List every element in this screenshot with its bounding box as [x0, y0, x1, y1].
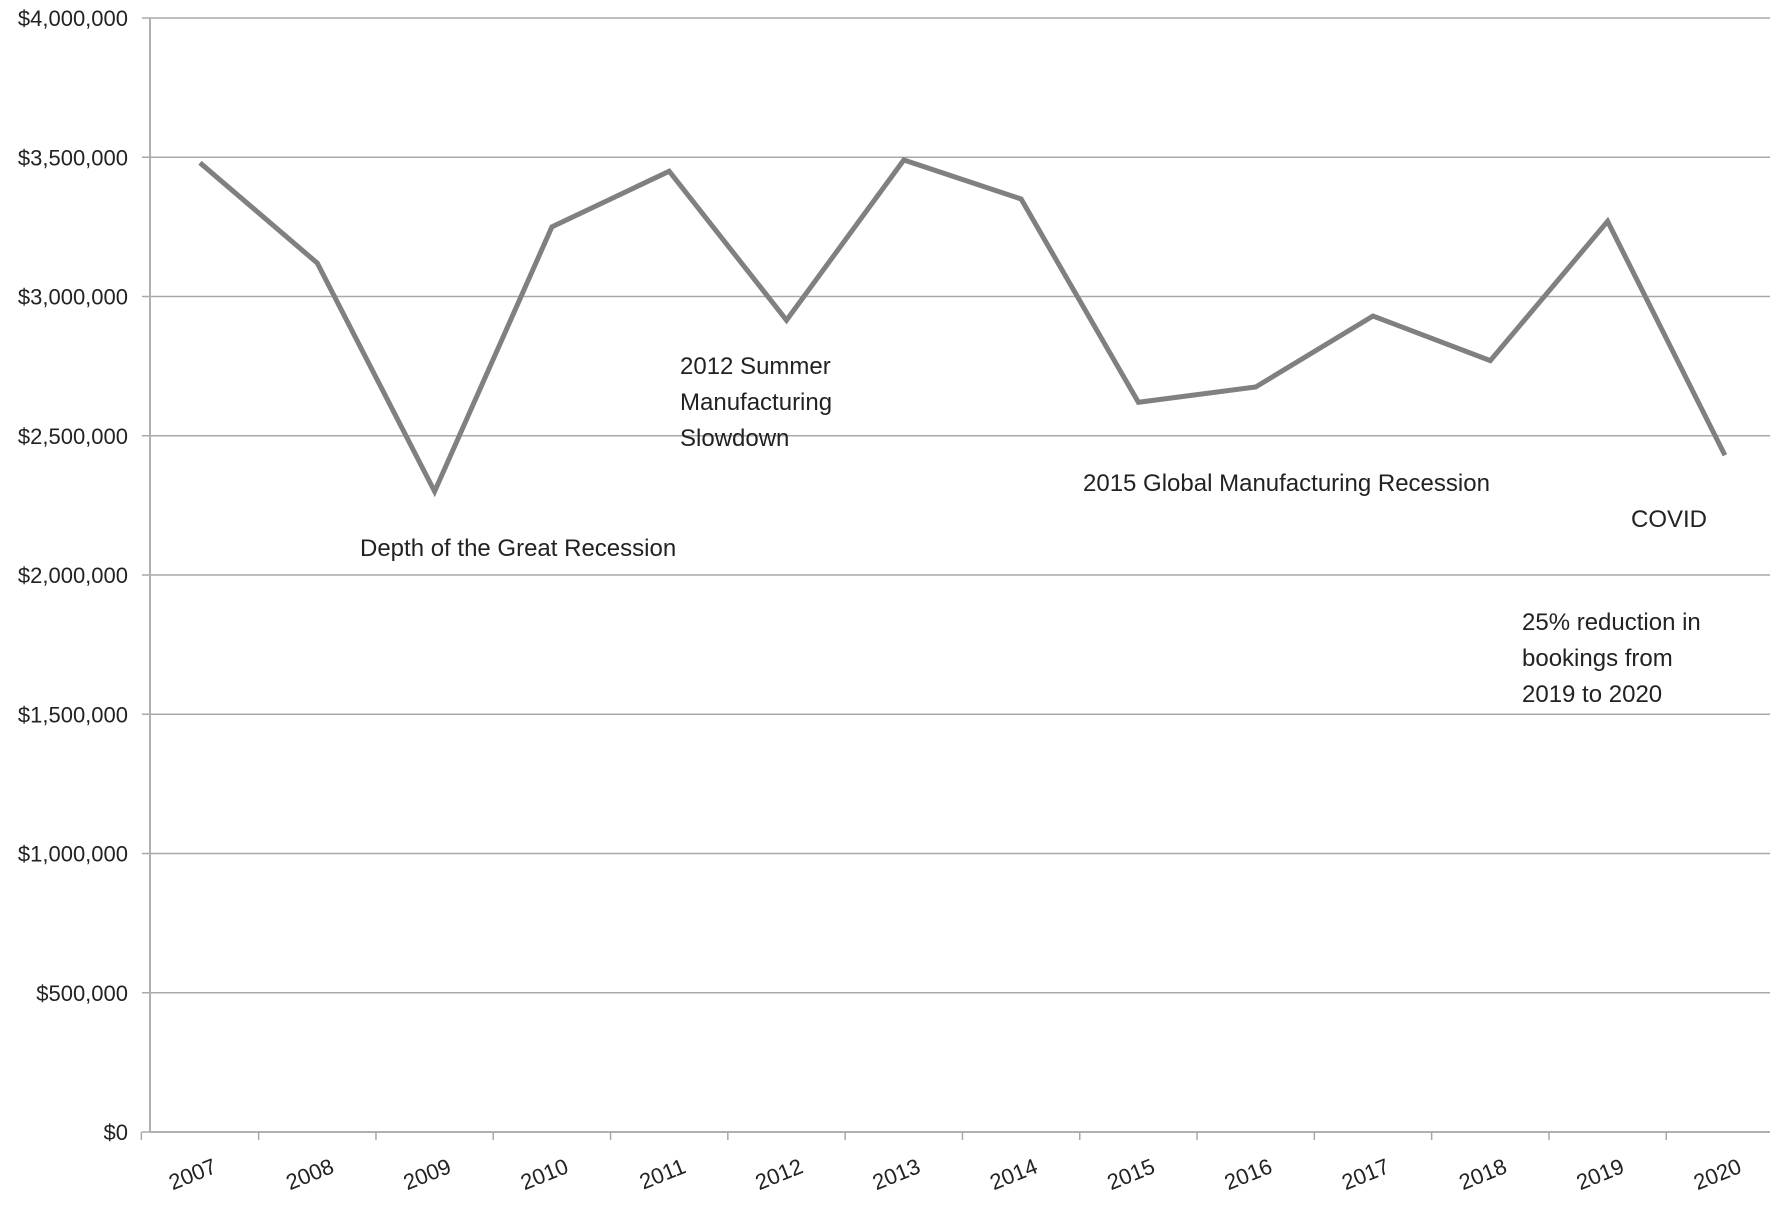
y-tick-label: $2,500,000 [18, 424, 128, 449]
x-axis-tick-labels: 2007 2008 2009 2010 2011 2012 2013 2014 2015 2016… [140, 1132, 1745, 1195]
x-tick-label: 2020 [1690, 1153, 1745, 1195]
annotation-line: bookings from [1522, 645, 1673, 672]
x-tick-label: 2015 [1104, 1153, 1159, 1195]
annotation-covid: COVID [1631, 506, 1707, 533]
y-tick-label: $1,000,000 [18, 842, 128, 867]
x-tick-label: 2016 [1221, 1153, 1276, 1195]
annotation-summer-2012: 2012 Summer Manufacturing Slowdown [680, 353, 832, 452]
x-tick-label: 2009 [400, 1153, 455, 1195]
x-tick-label: 2010 [517, 1153, 572, 1195]
annotation-line: COVID [1631, 506, 1707, 533]
annotation-line: Depth of the Great Recession [360, 535, 676, 562]
series-line-group [198, 157, 1728, 498]
gridlines [142, 17, 1770, 1133]
annotation-global-2015: 2015 Global Manufacturing Recession [1083, 470, 1490, 497]
y-tick-label: $3,500,000 [18, 145, 128, 170]
x-tick-label: 2011 [636, 1153, 689, 1194]
y-tick-label: $4,000,000 [18, 6, 128, 31]
x-tick-label: 2017 [1338, 1153, 1393, 1195]
y-tick-label: $0 [104, 1120, 128, 1145]
annotations: Depth of the Great Recession 2012 Summer M… [360, 353, 1707, 708]
annotation-line: Slowdown [680, 425, 789, 452]
annotation-line: 2015 Global Manufacturing Recession [1083, 470, 1490, 497]
x-tick-label: 2008 [282, 1153, 337, 1195]
x-tick-label: 2007 [165, 1153, 220, 1195]
series-line [198, 157, 1728, 498]
x-tick-label: 2012 [752, 1153, 807, 1195]
annotation-line: 25% reduction in [1522, 609, 1701, 636]
annotation-reduction: 25% reduction in bookings from 2019 to 202… [1522, 609, 1701, 708]
y-tick-label: $500,000 [36, 981, 128, 1006]
y-tick-label: $1,500,000 [18, 702, 128, 727]
annotation-great-recession: Depth of the Great Recession [360, 535, 676, 562]
annotation-line: 2019 to 2020 [1522, 681, 1662, 708]
x-tick-label: 2013 [869, 1153, 924, 1195]
y-tick-label: $2,000,000 [18, 563, 128, 588]
x-tick-label: 2019 [1573, 1153, 1628, 1195]
axes [149, 18, 1770, 1133]
y-tick-label: $3,000,000 [18, 285, 128, 310]
annotation-line: Manufacturing [680, 389, 832, 416]
annotation-line: 2012 Summer [680, 353, 831, 380]
x-tick-label: 2014 [986, 1153, 1041, 1195]
x-tick-label: 2018 [1455, 1153, 1510, 1195]
y-axis-tick-labels: $0 $500,000 $1,000,000 $1,500,000 $2,000,000… [18, 6, 128, 1145]
